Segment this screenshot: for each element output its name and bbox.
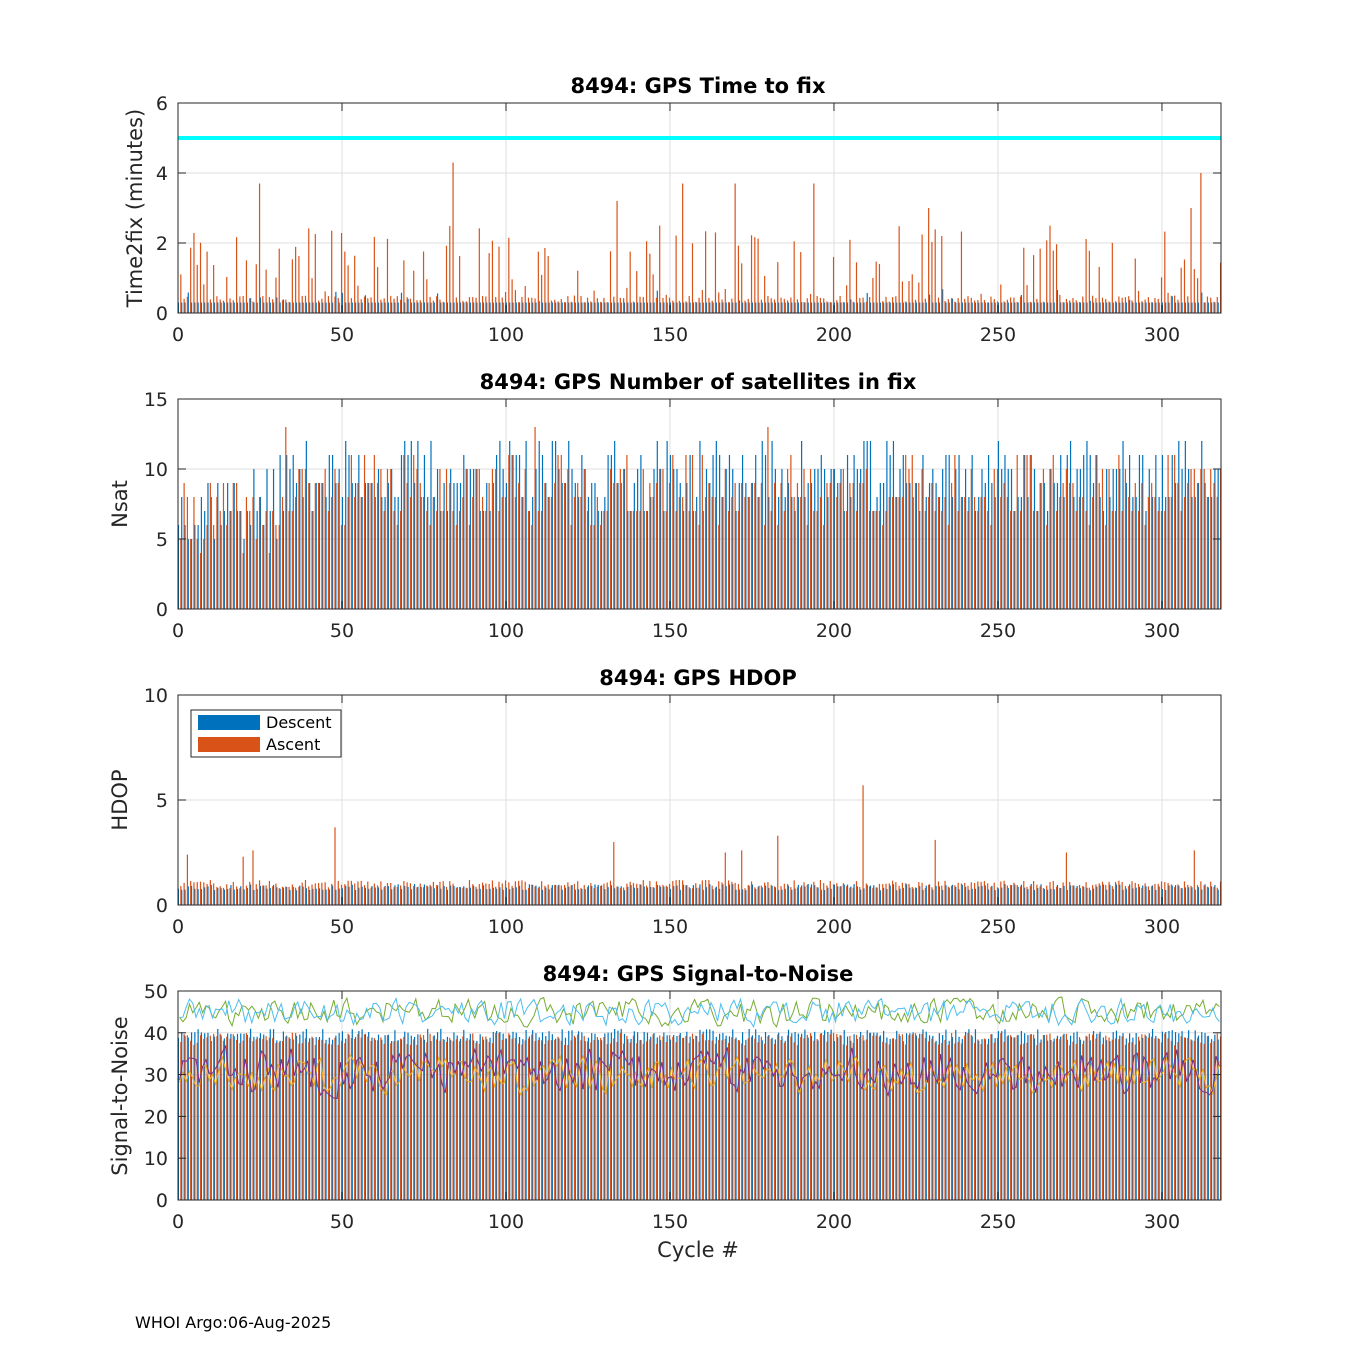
x-tick-label: 50 [330, 1211, 354, 1233]
y-axis-label-nsat: Nsat [108, 480, 132, 528]
chart-title-nsat: 8494: GPS Number of satellites in fix [480, 370, 917, 394]
plot-area-nsat: 0 50 100 150 200 250 300 0 5 10 15 [144, 389, 1222, 642]
plot-frame [177, 102, 1222, 314]
snr-line-4 [179, 996, 1220, 1029]
x-tick-label: 150 [652, 1211, 688, 1233]
x-tick-label: 50 [330, 916, 354, 938]
legend-swatch-descent [198, 715, 260, 730]
x-tick-label: 250 [980, 916, 1016, 938]
plot-area-hdop: 0 50 100 150 200 250 300 0 5 10 [144, 685, 1222, 938]
x-axis-label-snr: Cycle # [657, 1238, 739, 1262]
x-tick-label: 300 [1144, 1211, 1180, 1233]
panel-time2fix: 8494: GPS Time to fix Time2fix (minutes)… [123, 74, 1222, 346]
x-tick-label: 300 [1144, 324, 1180, 346]
y-tick-label: 0 [156, 599, 168, 621]
x-tick-label: 50 [330, 324, 354, 346]
panel-hdop: 8494: GPS HDOP HDOP 0 50 100 150 200 250 300 0 5… [108, 666, 1222, 938]
x-tick-label: 0 [172, 1211, 184, 1233]
y-axis-label-time2fix: Time2fix (minutes) [123, 109, 147, 308]
x-tick-label: 150 [652, 620, 688, 642]
chart-title-snr: 8494: GPS Signal-to-Noise [543, 962, 854, 986]
panel-nsat: 8494: GPS Number of satellites in fix Ns… [108, 370, 1222, 642]
plot-area-snr: 0 50 100 150 200 250 300 0 10 20 30 40 50 [144, 981, 1222, 1233]
x-tick-label: 300 [1144, 916, 1180, 938]
chart-title-time2fix: 8494: GPS Time to fix [570, 74, 826, 98]
x-tick-label: 200 [816, 1211, 852, 1233]
y-axis-label-snr: Signal-to-Noise [108, 1016, 132, 1175]
y-tick-label: 5 [156, 529, 168, 551]
y-tick-label: 30 [144, 1065, 168, 1087]
x-tick-label: 50 [330, 620, 354, 642]
x-tick-label: 250 [980, 1211, 1016, 1233]
x-tick-label: 150 [652, 916, 688, 938]
y-tick-label: 4 [156, 163, 168, 185]
plot-frame [177, 398, 1222, 610]
snr-line-3 [179, 996, 1220, 1028]
x-tick-label: 150 [652, 324, 688, 346]
x-tick-label: 100 [488, 324, 524, 346]
footer-caption: WHOI Argo:06-Aug-2025 [135, 1313, 332, 1332]
panel-snr: 8494: GPS Signal-to-Noise Signal-to-Nois… [108, 962, 1222, 1262]
legend-label-descent: Descent [266, 713, 332, 732]
x-tick-label: 250 [980, 620, 1016, 642]
x-tick-label: 300 [1144, 620, 1180, 642]
chart-title-hdop: 8494: GPS HDOP [599, 666, 796, 690]
x-tick-label: 200 [816, 324, 852, 346]
y-tick-label: 50 [144, 981, 168, 1003]
plot-area-time2fix: 0 50 100 150 200 250 300 0 2 4 6 [156, 93, 1222, 346]
snr-line-2 [179, 1044, 1220, 1100]
y-tick-label: 15 [144, 389, 168, 411]
x-tick-label: 100 [488, 1211, 524, 1233]
legend: Descent Ascent [190, 709, 342, 758]
x-tick-label: 0 [172, 620, 184, 642]
y-tick-label: 0 [156, 1190, 168, 1212]
x-tick-label: 200 [816, 620, 852, 642]
y-tick-label: 10 [144, 685, 168, 707]
y-tick-label: 6 [156, 93, 168, 115]
y-axis-label-hdop: HDOP [108, 769, 132, 830]
x-tick-label: 200 [816, 916, 852, 938]
x-tick-label: 250 [980, 324, 1016, 346]
y-tick-label: 5 [156, 790, 168, 812]
x-tick-label: 100 [488, 620, 524, 642]
y-tick-label: 40 [144, 1023, 168, 1045]
x-tick-label: 100 [488, 916, 524, 938]
plot-frame [177, 990, 1222, 1201]
y-tick-label: 10 [144, 459, 168, 481]
x-tick-label: 0 [172, 324, 184, 346]
y-tick-label: 10 [144, 1148, 168, 1170]
y-tick-label: 2 [156, 233, 168, 255]
snr-line-1 [179, 1054, 1220, 1096]
legend-label-ascent: Ascent [266, 735, 320, 754]
x-tick-label: 0 [172, 916, 184, 938]
y-tick-label: 0 [156, 303, 168, 325]
y-tick-label: 20 [144, 1106, 168, 1128]
legend-swatch-ascent [198, 737, 260, 752]
y-tick-label: 0 [156, 895, 168, 917]
plot-background [178, 103, 1221, 313]
